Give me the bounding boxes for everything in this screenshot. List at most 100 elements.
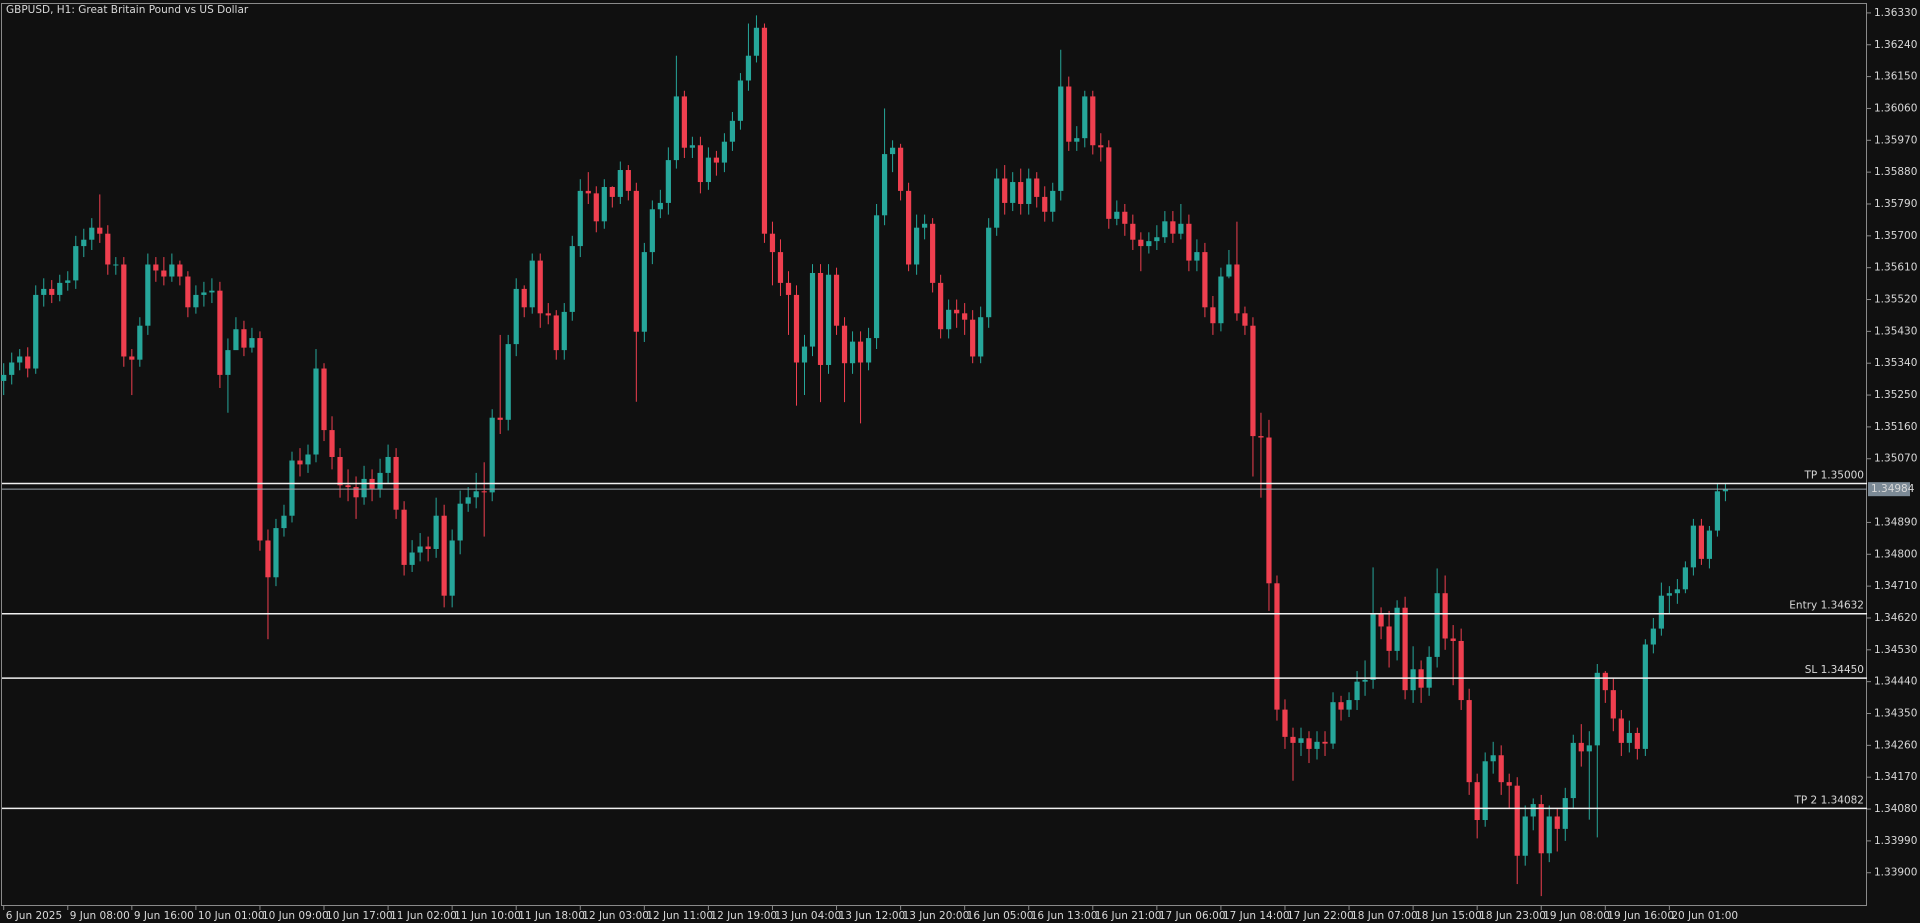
y-tick-label: 1.35610 (1874, 262, 1917, 274)
chart-title: GBPUSD, H1: Great Britain Pound vs US Do… (6, 4, 249, 16)
candle-body (1690, 525, 1696, 568)
candle-body (1370, 614, 1376, 680)
candle-body (769, 233, 776, 253)
candle-body (1026, 178, 1032, 204)
candle-body (1506, 782, 1512, 786)
candle-body (465, 497, 471, 504)
candle-body (649, 209, 655, 253)
x-tick-label: 6 Jun 2025 (6, 910, 62, 922)
candle-body (1, 374, 7, 381)
plot-frame (1, 3, 1867, 906)
candle-body (889, 147, 896, 155)
candle-body (1314, 741, 1320, 749)
candle-body (1578, 742, 1584, 752)
candle-body (1002, 178, 1008, 203)
candle-body (609, 186, 615, 197)
candle-body (193, 294, 199, 308)
candle-body (201, 292, 207, 295)
candle-body (1722, 489, 1729, 492)
y-tick-label: 1.34170 (1874, 771, 1917, 783)
x-tick-label: 13 Jun 20:00 (903, 910, 970, 922)
candle-body (153, 264, 159, 271)
candle-body (137, 325, 143, 360)
candle-body (914, 227, 920, 265)
x-tick-label: 12 Jun 19:00 (710, 910, 777, 922)
candle-body (1074, 138, 1080, 142)
candle-body (313, 368, 319, 455)
candle-body (561, 311, 567, 351)
x-tick-label: 17 Jun 14:00 (1223, 910, 1290, 922)
candle-body (49, 288, 55, 295)
candle-body (401, 509, 407, 565)
candle-body (1378, 614, 1384, 627)
candle-body (721, 141, 728, 163)
candle-body (1266, 437, 1272, 584)
candle-body (545, 313, 551, 316)
x-tick-label: 16 Jun 05:00 (967, 910, 1034, 922)
candle-body (1362, 679, 1368, 682)
candle-body (705, 157, 712, 183)
candle-body (1290, 736, 1296, 743)
x-tick-label: 10 Jun 01:00 (198, 910, 265, 922)
candle-body (849, 341, 856, 364)
candle-body (1522, 816, 1528, 856)
candle-body (1490, 755, 1496, 762)
candle-body (1210, 307, 1216, 324)
candle-body (681, 96, 687, 148)
candle-body (441, 515, 447, 596)
candle-body (1170, 221, 1176, 234)
candle-body (1242, 313, 1248, 326)
x-tick-label: 19 Jun 16:00 (1607, 910, 1674, 922)
candle-body (225, 350, 231, 375)
candle-body (1458, 640, 1464, 701)
candle-body (793, 294, 800, 363)
candle-body (986, 227, 992, 318)
y-tick-label: 1.36330 (1874, 7, 1917, 19)
candle-body (1354, 681, 1360, 701)
level-label: TP 2 1.34082 (1793, 794, 1864, 806)
candle-body (1202, 252, 1208, 308)
candle-body (305, 454, 311, 465)
candle-body (761, 27, 768, 234)
candle-body (129, 356, 135, 360)
candle-body (697, 145, 703, 183)
candle-body (753, 27, 760, 56)
y-tick-label: 1.34620 (1874, 612, 1917, 624)
candle-body (417, 546, 423, 553)
candle-body (345, 485, 351, 488)
y-tick-label: 1.34440 (1874, 676, 1917, 688)
candle-body (281, 515, 287, 529)
candle-body (9, 362, 15, 375)
candle-body (481, 491, 487, 493)
candle-body (145, 264, 151, 326)
y-tick-label: 1.34260 (1874, 739, 1917, 751)
candle-body (1234, 264, 1240, 314)
candle-body (433, 515, 439, 549)
candle-body (1114, 211, 1120, 219)
candle-body (1058, 86, 1064, 191)
candle-body (577, 190, 583, 247)
candle-body (89, 227, 95, 240)
candle-body (1042, 196, 1048, 212)
candle-body (585, 190, 591, 194)
candle-body (1450, 638, 1456, 641)
y-tick-label: 1.34890 (1874, 516, 1917, 528)
x-tick-label: 11 Jun 10:00 (454, 910, 521, 922)
candle-body (321, 368, 327, 431)
candle-body (825, 274, 832, 365)
x-tick-label: 20 Jun 01:00 (1671, 910, 1738, 922)
candle-body (177, 264, 183, 277)
y-tick-label: 1.35250 (1874, 389, 1917, 401)
candle-body (833, 274, 840, 326)
x-tick-label: 9 Jun 16:00 (134, 910, 194, 922)
candle-body (1138, 239, 1144, 247)
candle-body (1650, 628, 1656, 645)
candle-body (1338, 702, 1344, 710)
candle-body (1146, 241, 1152, 247)
candle-body (1226, 264, 1232, 277)
candle-body (361, 478, 367, 498)
candle-body (1634, 732, 1640, 749)
candle-body (1130, 223, 1136, 240)
candle-body (777, 252, 784, 283)
